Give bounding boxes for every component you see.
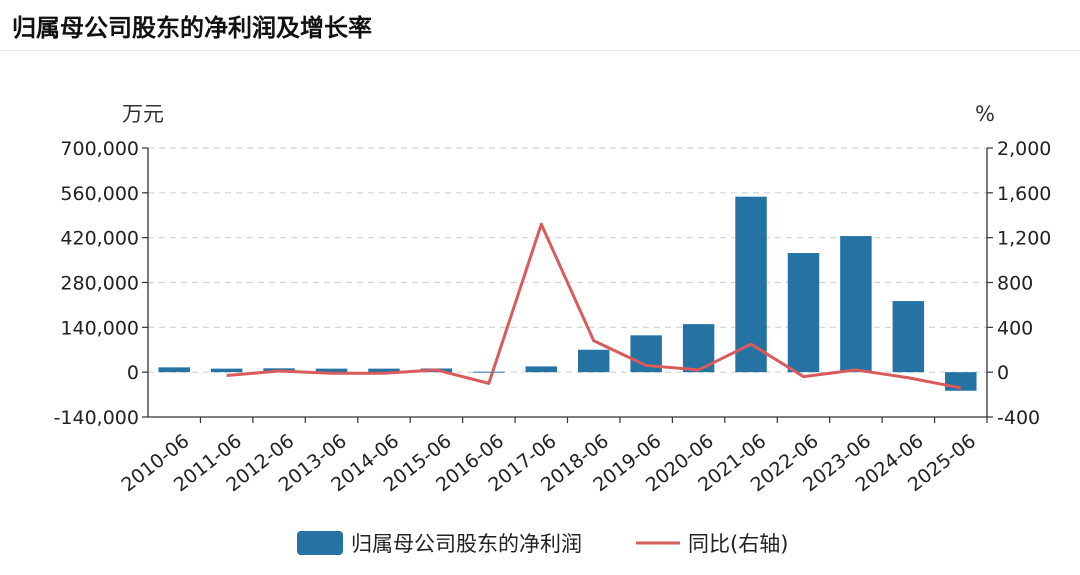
right-axis-unit: % bbox=[975, 102, 995, 126]
bar[interactable] bbox=[577, 349, 610, 373]
right-tick-label: 2,000 bbox=[997, 138, 1051, 160]
bar[interactable] bbox=[210, 368, 243, 373]
left-tick-label: 0 bbox=[127, 362, 139, 384]
right-tick-label: 1,200 bbox=[997, 228, 1051, 250]
chart-title: 归属母公司股东的净利润及增长率 bbox=[12, 14, 372, 42]
bar[interactable] bbox=[315, 368, 348, 373]
axes bbox=[142, 147, 993, 423]
legend-line-label[interactable]: 同比(右轴) bbox=[688, 532, 788, 556]
growth-line[interactable] bbox=[226, 222, 962, 390]
left-axis-unit: 万元 bbox=[122, 102, 164, 126]
right-tick-label: 400 bbox=[997, 317, 1033, 339]
left-tick-label: 420,000 bbox=[60, 228, 139, 250]
left-tick-label: 280,000 bbox=[60, 273, 139, 295]
left-tick-label: 700,000 bbox=[60, 138, 139, 160]
bar[interactable] bbox=[787, 253, 820, 373]
right-tick-label: 0 bbox=[997, 362, 1009, 384]
legend-bar-swatch[interactable] bbox=[297, 531, 343, 555]
right-tick-label: 800 bbox=[997, 273, 1033, 295]
bar[interactable] bbox=[368, 368, 400, 373]
bar-series bbox=[158, 196, 977, 391]
bar[interactable] bbox=[525, 366, 558, 373]
bar[interactable] bbox=[840, 236, 872, 373]
right-tick-label: -400 bbox=[997, 407, 1040, 429]
bar[interactable] bbox=[945, 372, 977, 391]
bar[interactable] bbox=[158, 367, 190, 373]
right-tick-label: 1,600 bbox=[997, 183, 1051, 205]
bar[interactable] bbox=[473, 371, 505, 373]
left-tick-label: 560,000 bbox=[60, 183, 139, 205]
legend-bar-label[interactable]: 归属母公司股东的净利润 bbox=[351, 532, 582, 556]
line-series bbox=[226, 222, 962, 390]
bar[interactable] bbox=[892, 301, 925, 373]
left-tick-label: 140,000 bbox=[60, 317, 139, 339]
chart-header: 归属母公司股东的净利润及增长率 bbox=[0, 0, 1080, 51]
legend: 归属母公司股东的净利润 同比(右轴) bbox=[297, 531, 788, 556]
left-tick-label: -140,000 bbox=[54, 407, 139, 429]
